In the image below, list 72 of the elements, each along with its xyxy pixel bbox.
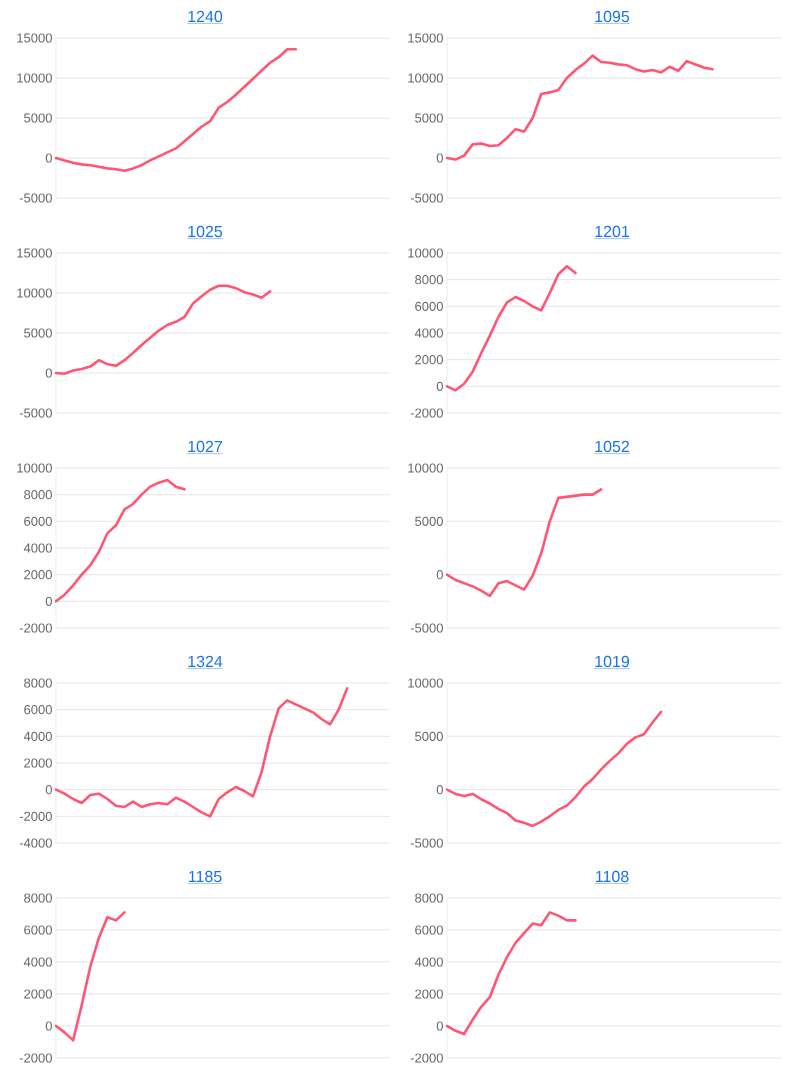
y-tick-label: 8000: [415, 275, 443, 285]
y-tick-label: -5000: [19, 408, 52, 418]
y-tick-label: 0: [436, 381, 443, 391]
y-tick-label: 2000: [24, 989, 52, 999]
chart-title: 1025: [188, 225, 223, 238]
y-tick-label: -2000: [410, 1053, 443, 1063]
y-tick-label: 2000: [415, 989, 443, 999]
y-tick-label: 8000: [415, 893, 443, 903]
line-series: [445, 710, 663, 828]
y-tick-label: -2000: [410, 408, 443, 418]
y-tick-label: 10000: [408, 248, 443, 258]
y-tick-label: 15000: [17, 248, 52, 258]
y-tick-label: 8000: [24, 490, 52, 500]
y-tick-label: 15000: [408, 33, 443, 43]
line-series: [54, 284, 272, 376]
y-tick-label: 10000: [17, 463, 52, 473]
y-tick-label: 0: [436, 785, 443, 795]
y-tick-label: 5000: [415, 731, 443, 741]
line-series: [445, 911, 577, 1036]
y-tick-label: -4000: [19, 838, 52, 848]
y-tick-label: 5000: [24, 113, 52, 123]
y-tick-label: -2000: [19, 623, 52, 633]
y-tick-label: 10000: [17, 73, 52, 83]
y-tick-label: 4000: [414, 957, 443, 967]
y-tick-label: 15000: [17, 33, 52, 43]
y-tick-label: 6000: [24, 925, 52, 935]
y-tick-label: 10000: [408, 463, 443, 473]
y-tick-label: 4000: [414, 328, 443, 338]
y-tick-label: 0: [45, 785, 52, 795]
y-tick-label: -5000: [410, 623, 443, 633]
y-tick-label: 10000: [408, 678, 443, 688]
chart-title: 1027: [188, 440, 222, 453]
y-tick-label: 8000: [24, 893, 52, 903]
y-tick-label: 6000: [24, 705, 52, 715]
y-tick-label: -5000: [19, 193, 52, 203]
chart-title: 1324: [188, 655, 223, 668]
chart-title: 1108: [596, 870, 629, 883]
y-tick-label: 0: [45, 153, 52, 163]
line-series: [445, 265, 577, 392]
y-tick-label: 2000: [24, 570, 52, 580]
y-tick-label: 4000: [23, 731, 52, 741]
y-tick-label: 5000: [24, 328, 52, 338]
y-tick-label: 5000: [415, 516, 443, 526]
y-tick-label: 2000: [415, 355, 443, 365]
y-tick-label: 2000: [24, 758, 52, 768]
y-tick-label: -2000: [19, 811, 52, 821]
y-tick-label: 4000: [23, 543, 52, 553]
chart-title: 1019: [595, 655, 630, 668]
y-tick-label: 10000: [17, 288, 52, 298]
y-tick-label: -2000: [19, 1053, 52, 1063]
y-tick-label: 10000: [408, 73, 443, 83]
chart-title: 1240: [188, 10, 223, 23]
chart-title: 1052: [595, 440, 629, 453]
y-tick-label: 0: [45, 368, 52, 378]
y-tick-label: 6000: [24, 516, 52, 526]
y-tick-label: 4000: [23, 957, 52, 967]
y-tick-label: 0: [45, 596, 52, 606]
y-tick-label: 0: [436, 153, 443, 163]
y-tick-label: 0: [45, 1021, 52, 1031]
y-tick-label: -5000: [410, 193, 443, 203]
y-tick-label: -5000: [410, 838, 443, 848]
y-tick-label: 0: [436, 570, 443, 580]
y-tick-label: 8000: [24, 678, 52, 688]
y-tick-label: 0: [436, 1021, 443, 1031]
chart-title: 1095: [595, 10, 630, 23]
line-series: [54, 911, 126, 1042]
chart-title: 1201: [595, 225, 630, 238]
chart-title: 1185: [189, 870, 222, 883]
line-series: [54, 478, 186, 603]
y-tick-label: 5000: [415, 113, 443, 123]
y-tick-label: 6000: [415, 925, 443, 935]
y-tick-label: 6000: [415, 301, 443, 311]
